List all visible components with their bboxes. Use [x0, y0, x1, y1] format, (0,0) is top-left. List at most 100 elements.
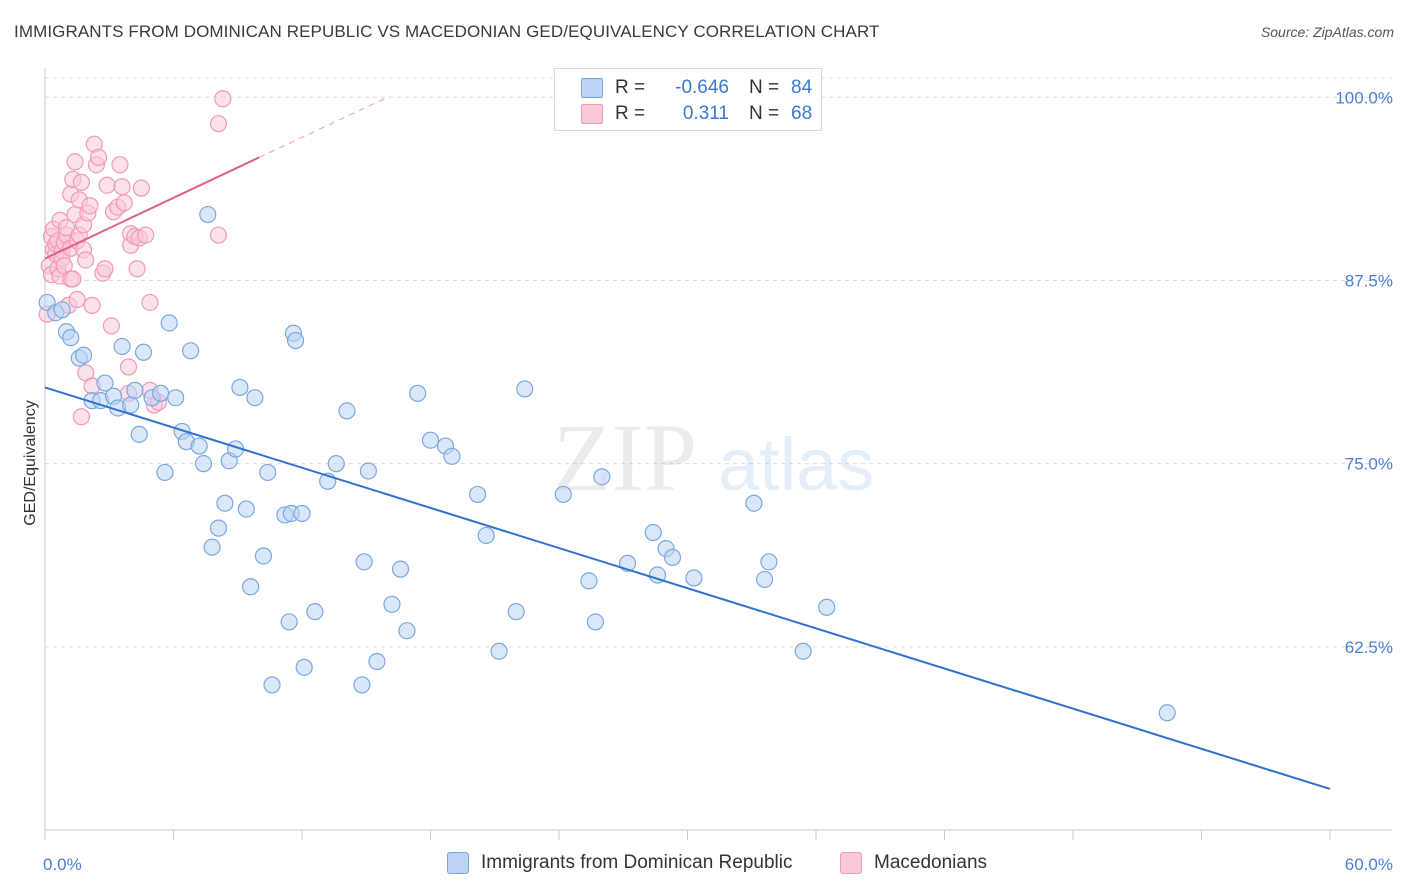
stats-legend: R = -0.646 N = 84 R = 0.311 N = 68: [554, 68, 822, 131]
data-point: [685, 569, 703, 587]
data-point: [306, 603, 324, 621]
data-point: [194, 455, 213, 473]
data-point: [182, 342, 200, 360]
legend-row-dominican: R = -0.646 N = 84: [555, 75, 812, 101]
data-point: [115, 194, 133, 212]
data-points: [38, 90, 1176, 722]
data-point: [167, 389, 185, 407]
data-point: [327, 455, 345, 473]
data-point: [383, 595, 401, 613]
source-label: Source: ZipAtlas.com: [1260, 24, 1394, 40]
data-point: [113, 178, 131, 196]
data-point: [119, 358, 138, 376]
data-point: [77, 251, 95, 269]
data-point: [355, 553, 373, 571]
data-point: [57, 219, 76, 237]
swatch-pink-icon: [581, 104, 603, 124]
data-point: [286, 331, 305, 350]
data-point: [152, 384, 170, 402]
trend-line-dominican: [44, 386, 1331, 790]
data-point: [295, 658, 313, 676]
data-point: [72, 408, 91, 426]
data-point: [353, 676, 371, 694]
x-tick-label: 0.0%: [43, 855, 82, 874]
data-point: [409, 384, 427, 402]
swatch-blue-icon: [581, 78, 603, 98]
data-point: [216, 494, 234, 512]
data-point: [443, 447, 461, 465]
data-point: [507, 603, 525, 621]
data-point: [231, 378, 249, 397]
data-point: [263, 676, 281, 694]
data-point: [760, 553, 778, 571]
y-tick-label: 62.5%: [1345, 638, 1393, 657]
watermark-zip: ZIP: [553, 404, 697, 511]
data-point: [122, 396, 140, 414]
data-point: [130, 425, 148, 443]
data-point: [580, 572, 598, 590]
data-point: [469, 485, 487, 504]
r-value: 0.311: [682, 103, 729, 124]
n-label: N =: [749, 103, 780, 124]
data-point: [137, 226, 155, 244]
bottom-legend-dominican: Immigrants from Dominican Republic: [447, 852, 793, 874]
data-point: [398, 622, 416, 640]
data-point: [477, 526, 495, 545]
data-point: [132, 179, 150, 197]
data-point: [199, 205, 217, 224]
data-point: [126, 381, 144, 399]
watermark-atlas: atlas: [718, 423, 874, 506]
data-point: [391, 560, 410, 578]
n-value: 68: [791, 103, 813, 124]
data-point: [62, 329, 80, 347]
data-point: [209, 519, 228, 537]
data-point: [209, 226, 228, 244]
data-point: [74, 346, 93, 364]
data-point: [64, 270, 82, 288]
y-tick-label: 100.0%: [1335, 88, 1393, 107]
r-label: R =: [615, 77, 646, 98]
data-point: [72, 173, 91, 191]
data-point: [190, 437, 208, 455]
data-point: [214, 90, 232, 108]
data-point: [128, 260, 146, 278]
data-point: [593, 468, 611, 486]
data-point: [134, 343, 153, 361]
data-point: [755, 570, 774, 589]
data-point: [156, 463, 174, 482]
x-tick-label: 60.0%: [1345, 855, 1393, 874]
trend-lines: [44, 96, 1331, 790]
watermark: ZIP atlas: [553, 404, 874, 511]
data-point: [818, 598, 836, 616]
r-value: -0.646: [675, 77, 729, 98]
series-name-macedonian: Macedonians: [874, 852, 988, 873]
data-point: [102, 317, 120, 335]
y-tick-label: 75.0%: [1345, 455, 1393, 474]
data-point: [586, 613, 605, 631]
data-point: [246, 389, 264, 407]
data-point: [242, 578, 260, 596]
data-point: [111, 156, 129, 174]
data-point: [96, 374, 114, 392]
data-point: [516, 380, 534, 398]
trend-line-macedonian-extension: [258, 96, 388, 158]
data-point: [794, 642, 812, 660]
data-point: [490, 642, 508, 660]
data-point: [83, 296, 101, 314]
y-tick-label: 87.5%: [1345, 271, 1393, 290]
data-point: [68, 290, 86, 309]
data-point: [421, 431, 440, 449]
data-point: [66, 153, 84, 171]
data-point: [554, 485, 572, 504]
legend-swatch-blue-icon: [447, 852, 469, 874]
bottom-legend-macedonian: Macedonians: [840, 852, 987, 874]
y-axis-title: GED/Equivalency: [22, 400, 39, 525]
data-point: [293, 504, 311, 523]
data-point: [368, 652, 386, 671]
data-point: [237, 500, 255, 518]
n-value: 84: [791, 77, 813, 98]
data-point: [745, 494, 763, 512]
data-point: [644, 523, 662, 542]
data-point: [81, 197, 99, 215]
